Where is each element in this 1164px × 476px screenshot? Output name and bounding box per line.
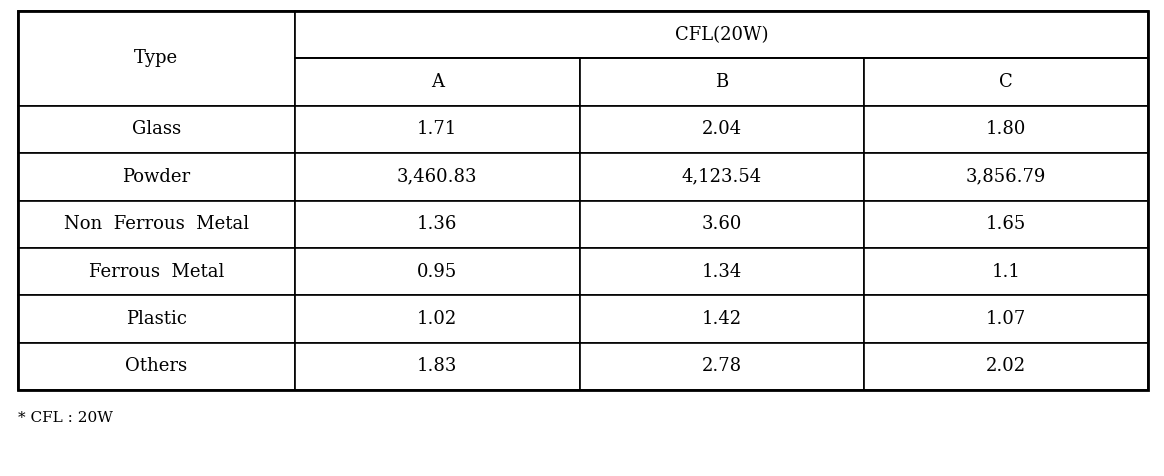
Text: 2.04: 2.04 xyxy=(702,120,743,139)
Text: 1.1: 1.1 xyxy=(992,263,1021,280)
Bar xyxy=(580,106,865,153)
Text: 3,460.83: 3,460.83 xyxy=(397,168,477,186)
Bar xyxy=(294,248,580,295)
Bar xyxy=(580,153,865,200)
Text: B: B xyxy=(716,73,729,91)
Bar xyxy=(17,11,1148,390)
Text: Powder: Powder xyxy=(122,168,191,186)
Text: 4,123.54: 4,123.54 xyxy=(682,168,762,186)
Text: 2.02: 2.02 xyxy=(986,357,1027,375)
Text: Ferrous  Metal: Ferrous Metal xyxy=(88,263,225,280)
Bar xyxy=(865,153,1148,200)
Bar xyxy=(865,295,1148,343)
Bar xyxy=(865,343,1148,390)
Bar xyxy=(17,106,294,153)
Text: 1.80: 1.80 xyxy=(986,120,1027,139)
Bar xyxy=(17,295,294,343)
Text: 3,856.79: 3,856.79 xyxy=(966,168,1046,186)
Bar xyxy=(580,59,865,106)
Bar xyxy=(294,295,580,343)
Text: Type: Type xyxy=(134,50,178,68)
Bar xyxy=(17,343,294,390)
Bar xyxy=(17,200,294,248)
Bar xyxy=(865,248,1148,295)
Bar xyxy=(294,343,580,390)
Bar xyxy=(865,59,1148,106)
Text: Glass: Glass xyxy=(132,120,180,139)
Text: CFL(20W): CFL(20W) xyxy=(675,26,768,44)
Text: 1.83: 1.83 xyxy=(417,357,457,375)
Bar xyxy=(865,200,1148,248)
Bar xyxy=(294,200,580,248)
Text: 1.02: 1.02 xyxy=(417,310,457,328)
Text: 1.71: 1.71 xyxy=(417,120,457,139)
Text: 3.60: 3.60 xyxy=(702,215,743,233)
Bar xyxy=(17,11,294,106)
Bar xyxy=(294,59,580,106)
Text: * CFL : 20W: * CFL : 20W xyxy=(17,411,113,425)
Text: 1.65: 1.65 xyxy=(986,215,1027,233)
Bar xyxy=(294,11,1148,59)
Text: 2.78: 2.78 xyxy=(702,357,743,375)
Bar xyxy=(294,106,580,153)
Bar xyxy=(580,295,865,343)
Bar xyxy=(17,153,294,200)
Text: A: A xyxy=(431,73,443,91)
Text: C: C xyxy=(1000,73,1013,91)
Text: 1.36: 1.36 xyxy=(417,215,457,233)
Text: Others: Others xyxy=(126,357,187,375)
Bar xyxy=(580,248,865,295)
Bar xyxy=(580,343,865,390)
Bar xyxy=(294,153,580,200)
Text: 1.34: 1.34 xyxy=(702,263,743,280)
Bar xyxy=(865,106,1148,153)
Text: Plastic: Plastic xyxy=(126,310,187,328)
Text: Non  Ferrous  Metal: Non Ferrous Metal xyxy=(64,215,249,233)
Bar xyxy=(580,200,865,248)
Text: 0.95: 0.95 xyxy=(417,263,457,280)
Text: 1.07: 1.07 xyxy=(986,310,1027,328)
Text: 1.42: 1.42 xyxy=(702,310,743,328)
Bar xyxy=(17,248,294,295)
